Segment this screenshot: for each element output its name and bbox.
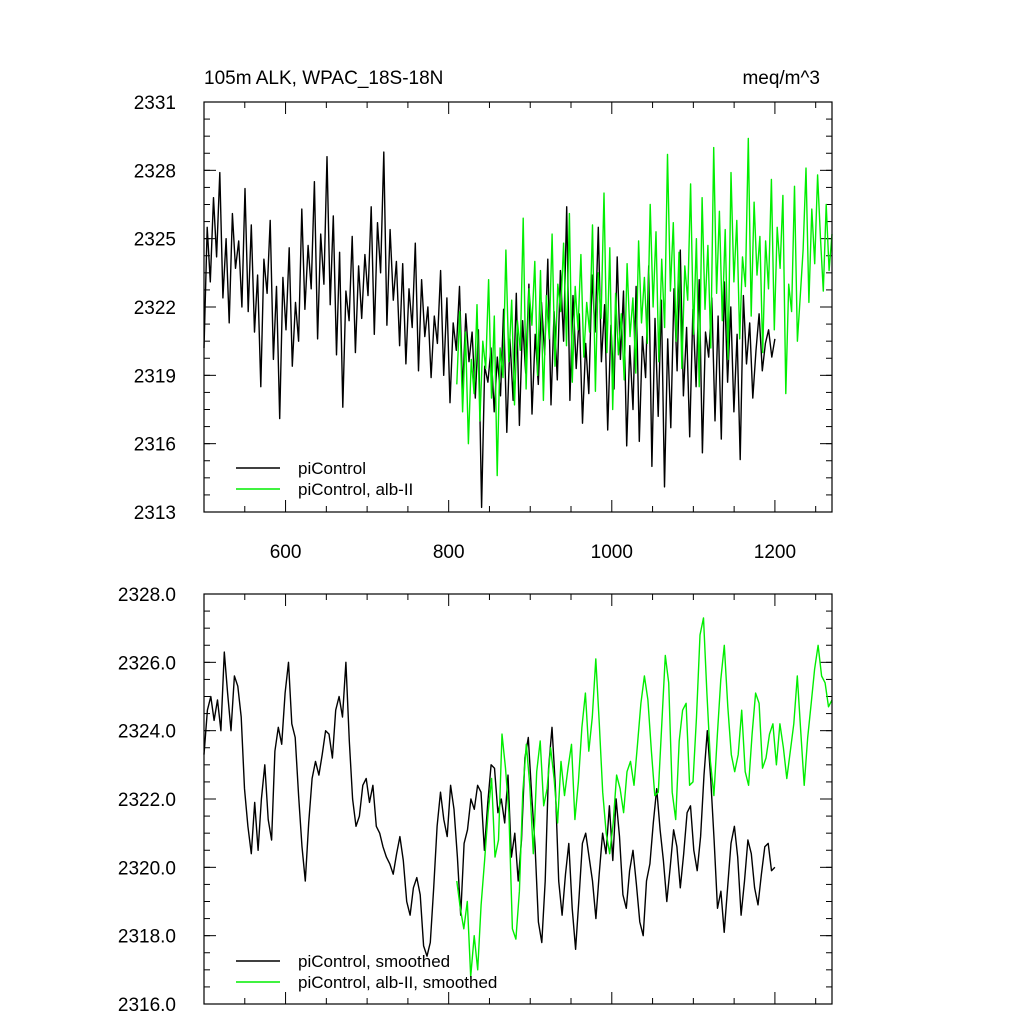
y-tick-label: 2331	[134, 93, 176, 114]
y-tick-label: 2316.0	[118, 995, 176, 1016]
legend-label-alb-ii: piControl, alb-II	[298, 480, 413, 499]
series-line-picontrol-smoothed	[203, 651, 776, 957]
legend-label-picontrol: piControl	[298, 459, 366, 478]
panel-bottom: 2316.0 2318.0 2320.0 2322.0 2324.0 2326.0 2328…	[118, 585, 833, 1016]
y-tick-label: 2318.0	[118, 927, 176, 948]
legend-label-picontrol-smoothed: piControl, smoothed	[298, 952, 450, 971]
legend-label-alb-ii-smoothed: piControl, alb-II, smoothed	[298, 973, 497, 992]
panel-top: 105m ALK, WPAC_18S-18N meq/m^3 2313 2316 2…	[134, 68, 833, 563]
panel-top-title: 105m ALK, WPAC_18S-18N	[204, 68, 443, 89]
y-tick-label: 2324.0	[118, 722, 176, 743]
y-tick-label: 2322	[134, 298, 176, 319]
y-tick-label: 2322.0	[118, 790, 176, 811]
series-line-picontrol-alb-ii	[456, 137, 833, 477]
y-tick-label: 2328	[134, 161, 176, 182]
y-tick-label: 2326.0	[118, 653, 176, 674]
y-tick-label: 2320.0	[118, 858, 176, 879]
panel-top-frame	[203, 101, 833, 513]
panel-top-legend: piControl piControl, alb-II	[236, 459, 413, 499]
y-tick-label: 2313	[134, 503, 176, 524]
y-tick-label: 2319	[134, 366, 176, 387]
x-tick-label: 1200	[754, 542, 796, 563]
panel-bottom-frame	[203, 593, 833, 1005]
y-tick-label: 2328.0	[118, 585, 176, 606]
panel-bottom-legend: piControl, smoothed piControl, alb-II, s…	[236, 952, 497, 992]
x-tick-label: 600	[270, 542, 302, 563]
y-tick-label: 2325	[134, 230, 176, 251]
panel-top-units: meq/m^3	[742, 68, 820, 89]
x-tick-label: 1000	[591, 542, 633, 563]
panel-bottom-series-group	[203, 617, 833, 978]
panel-top-series-group	[203, 137, 833, 509]
x-tick-label: 800	[433, 542, 465, 563]
y-tick-label: 2316	[134, 435, 176, 456]
series-line-picontrol-alb-ii-smoothed	[456, 617, 833, 978]
